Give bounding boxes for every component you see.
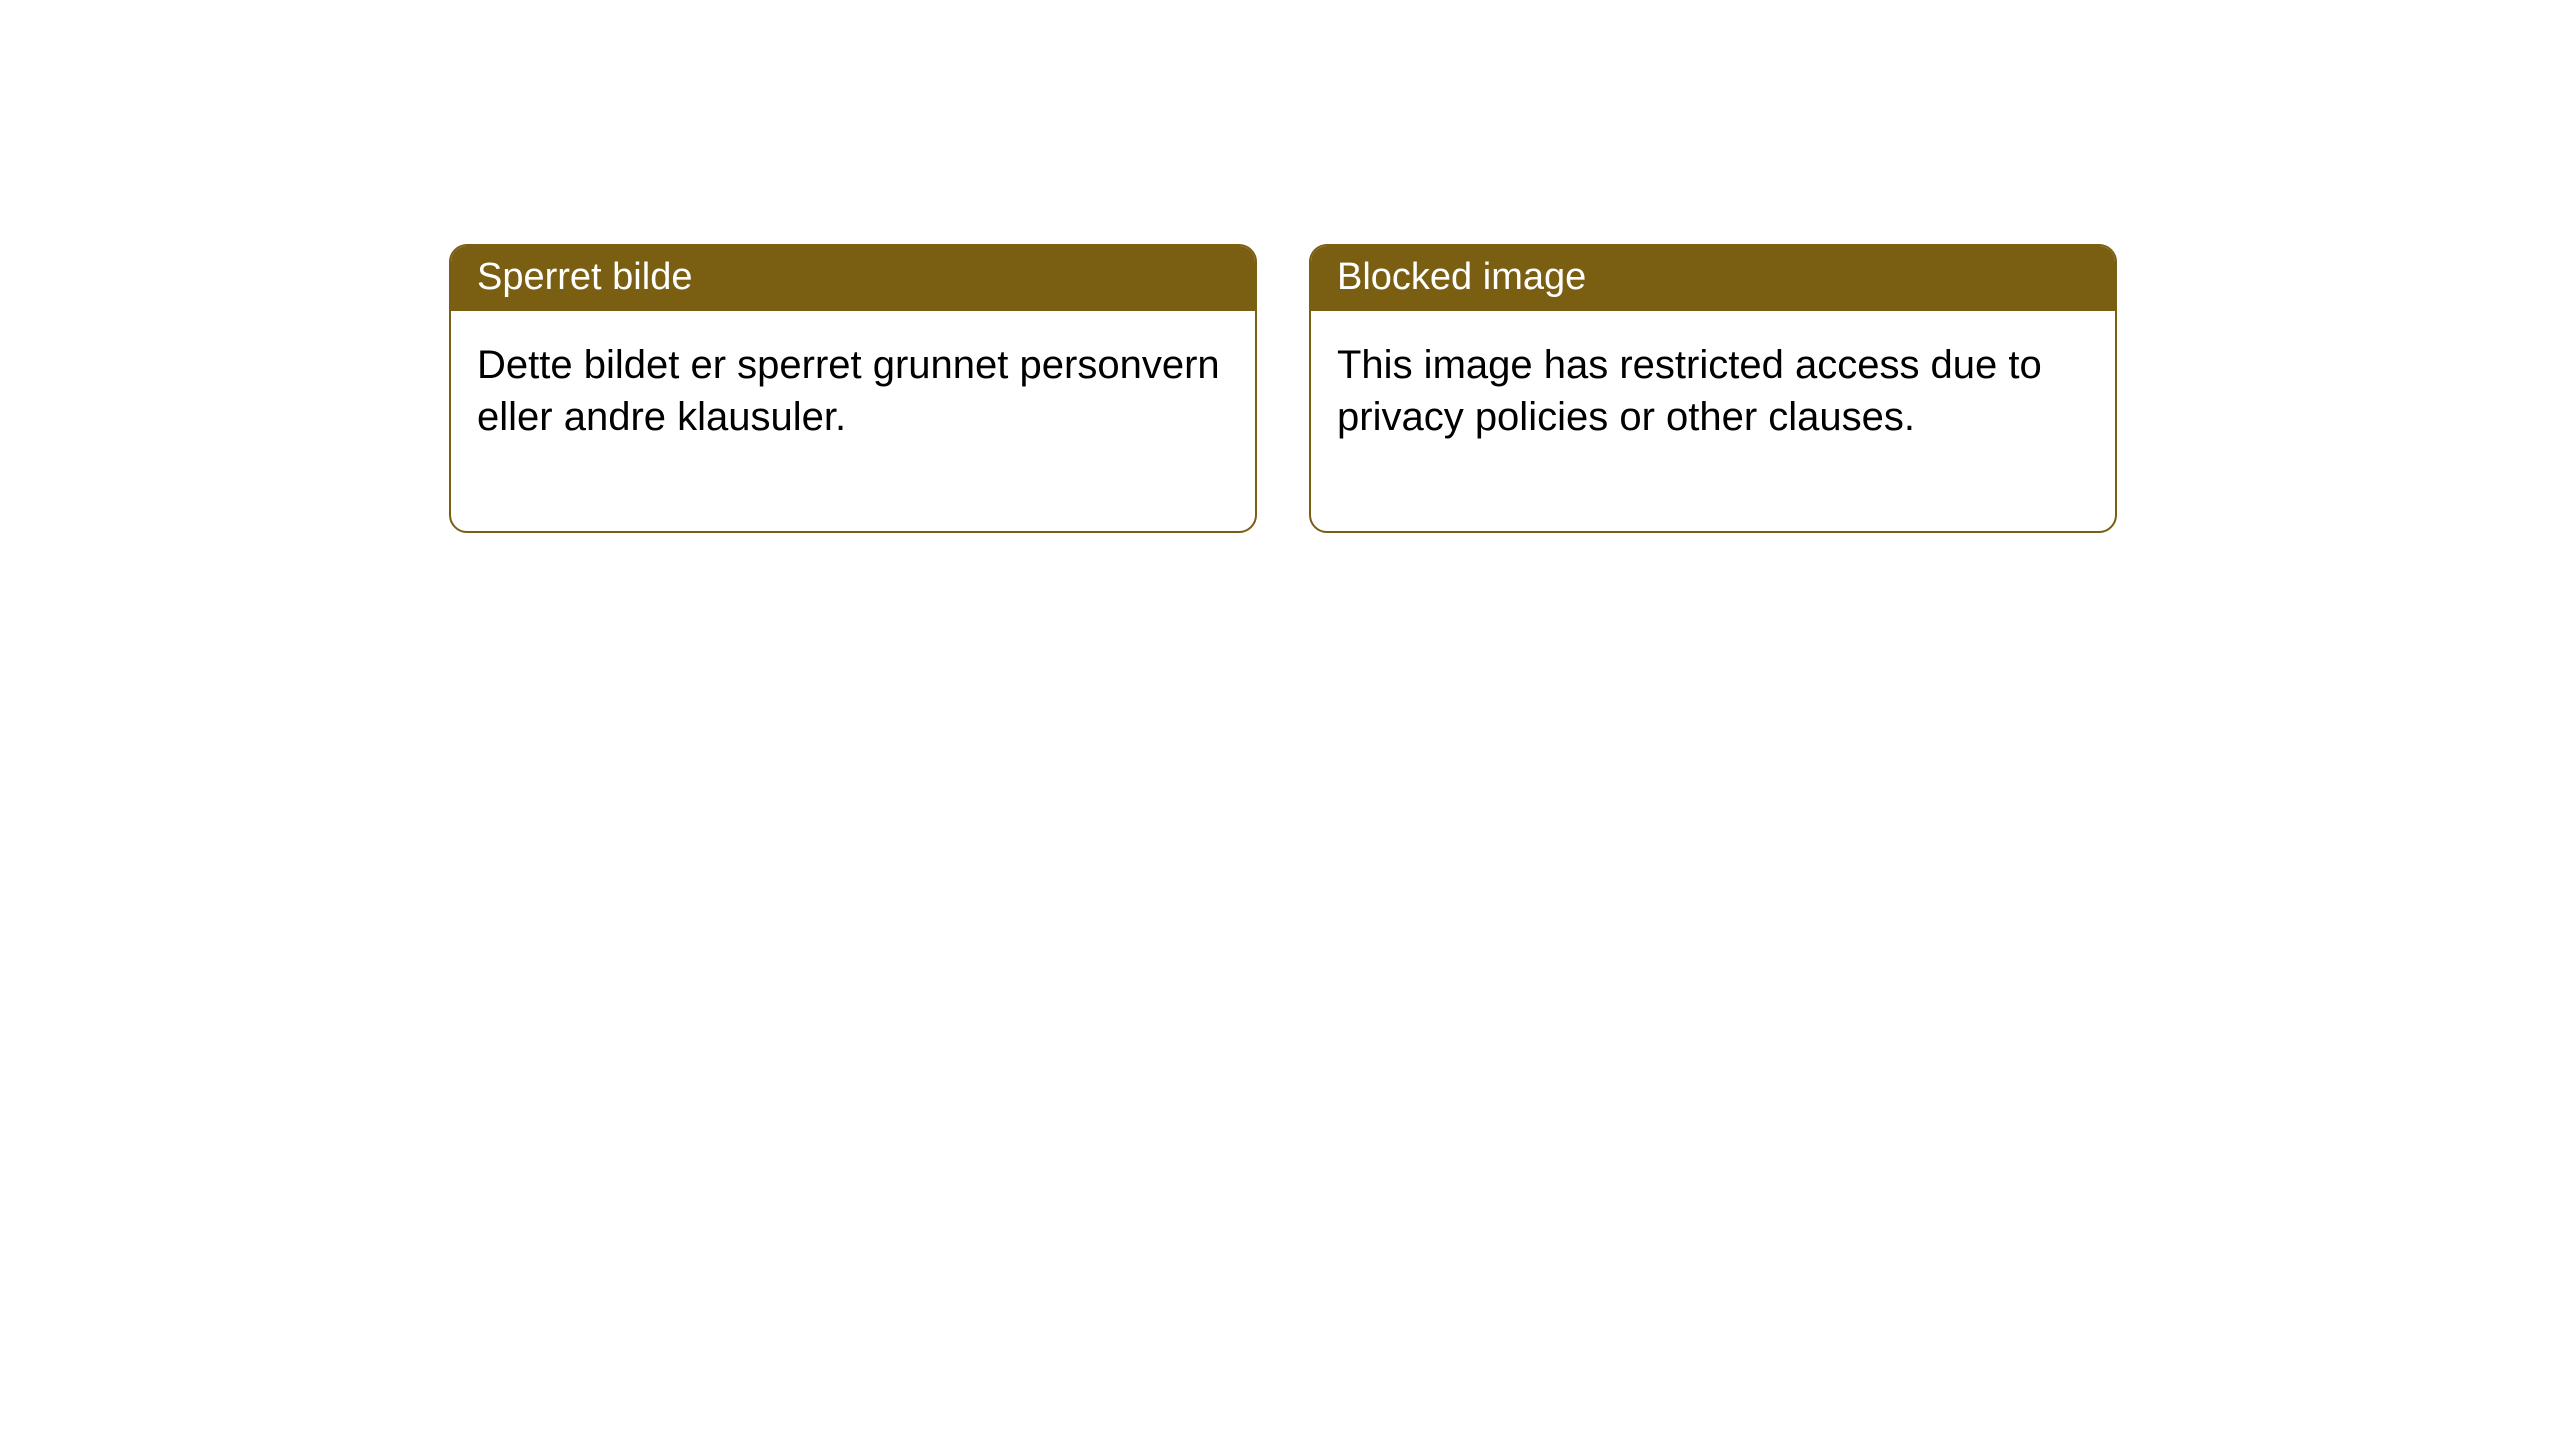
card-body: Dette bildet er sperret grunnet personve…	[451, 311, 1255, 531]
card-body: This image has restricted access due to …	[1311, 311, 2115, 531]
blocked-image-card-no: Sperret bilde Dette bildet er sperret gr…	[449, 244, 1257, 533]
cards-container: Sperret bilde Dette bildet er sperret gr…	[0, 0, 2560, 533]
blocked-image-card-en: Blocked image This image has restricted …	[1309, 244, 2117, 533]
card-header: Blocked image	[1311, 246, 2115, 311]
card-title: Blocked image	[1337, 256, 1586, 298]
card-body-text: This image has restricted access due to …	[1337, 343, 2042, 439]
card-header: Sperret bilde	[451, 246, 1255, 311]
card-title: Sperret bilde	[477, 256, 692, 298]
card-body-text: Dette bildet er sperret grunnet personve…	[477, 343, 1220, 439]
